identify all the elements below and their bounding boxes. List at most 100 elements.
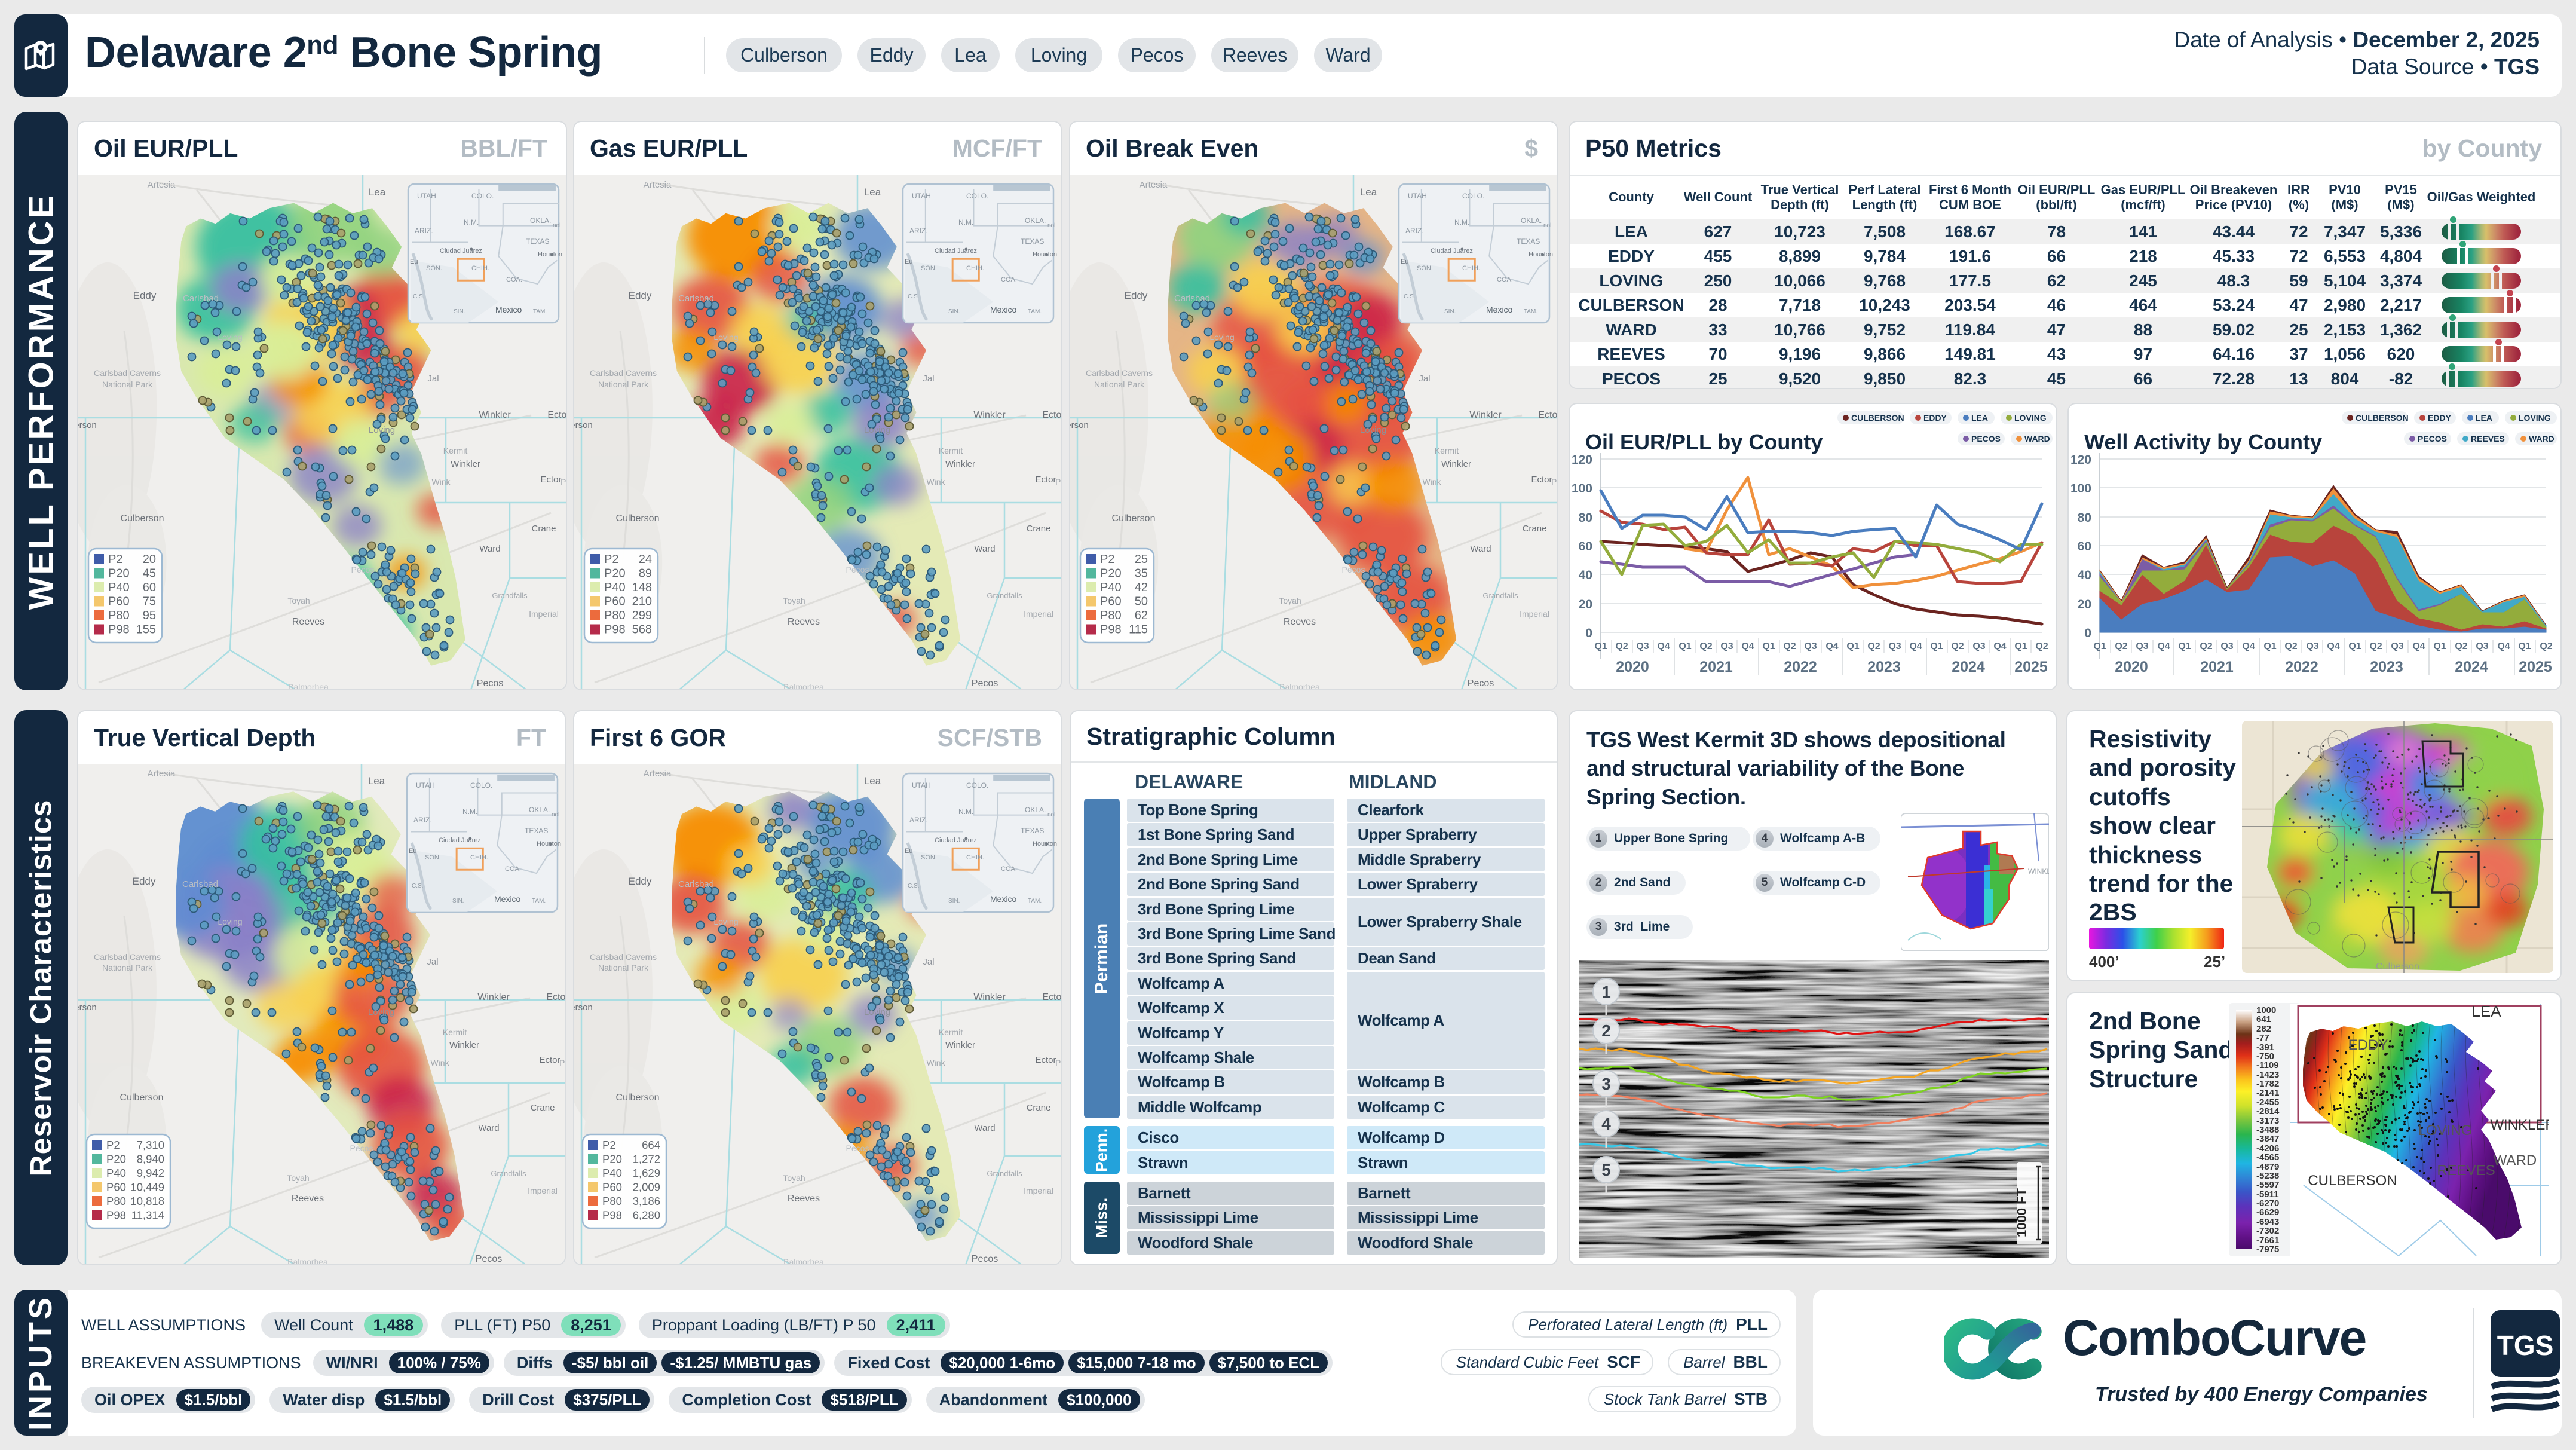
- svg-text:REEVES: REEVES: [2437, 1163, 2495, 1179]
- svg-text:P60: P60: [1100, 595, 1122, 608]
- svg-text:95: 95: [143, 609, 156, 622]
- svg-text:Loving: Loving: [218, 332, 242, 342]
- svg-text:Houston: Houston: [1033, 840, 1057, 848]
- svg-text:Crane: Crane: [1523, 524, 1547, 534]
- svg-text:5: 5: [1601, 1161, 1611, 1179]
- svg-text:Pecos: Pecos: [846, 565, 869, 574]
- svg-text:Ector: Ector: [540, 475, 561, 485]
- svg-text:10,818: 10,818: [130, 1195, 164, 1207]
- svg-text:Q2: Q2: [1951, 641, 1964, 651]
- svg-text:WARD: WARD: [2024, 434, 2050, 443]
- svg-text:Well Activity by County: Well Activity by County: [2084, 430, 2322, 454]
- svg-text:Q4: Q4: [1825, 641, 1838, 651]
- svg-text:3,186: 3,186: [633, 1195, 660, 1207]
- svg-text:25: 25: [1135, 553, 1148, 566]
- svg-text:PECOS: PECOS: [1971, 434, 2001, 443]
- svg-text:Toyah: Toyah: [783, 596, 805, 605]
- svg-text:National Park: National Park: [102, 963, 153, 972]
- svg-text:Loving: Loving: [864, 425, 890, 435]
- svg-text:Reeves: Reeves: [788, 617, 820, 627]
- svg-text:Artesia: Artesia: [644, 180, 672, 190]
- svg-text:COA.: COA.: [1497, 276, 1513, 283]
- svg-text:Q2: Q2: [2035, 641, 2048, 651]
- svg-text:ARIZ.: ARIZ.: [415, 227, 433, 235]
- svg-text:Ector: Ector: [1538, 410, 1558, 420]
- svg-text:Balmorhea: Balmorhea: [1279, 682, 1320, 690]
- svg-text:P20: P20: [602, 1153, 622, 1165]
- svg-text:Q2: Q2: [2115, 641, 2127, 651]
- svg-text:P40: P40: [604, 581, 626, 594]
- svg-text:Toyah: Toyah: [287, 1173, 309, 1183]
- svg-text:Eu: Eu: [409, 848, 416, 855]
- svg-text:Ciudad Juárez: Ciudad Juárez: [440, 247, 482, 255]
- svg-text:Loving: Loving: [218, 917, 242, 926]
- svg-text:Ciudad Juárez: Ciudad Juárez: [1431, 247, 1473, 255]
- svg-text:Q3: Q3: [1888, 641, 1901, 651]
- svg-text:299: 299: [632, 609, 652, 622]
- svg-text:UTAH: UTAH: [417, 192, 436, 200]
- svg-text:Grandfalls: Grandfalls: [987, 591, 1022, 600]
- svg-text:Culberson: Culberson: [616, 513, 660, 524]
- svg-text:LOVING: LOVING: [2014, 413, 2047, 423]
- svg-text:Q1: Q1: [2433, 641, 2446, 651]
- svg-text:Ward: Ward: [974, 1123, 995, 1133]
- svg-text:ARIZ.: ARIZ.: [1405, 227, 1424, 235]
- svg-text:20: 20: [143, 553, 156, 566]
- svg-text:Jal: Jal: [427, 374, 439, 384]
- svg-text:erson: erson: [574, 1002, 593, 1012]
- svg-text:Lea: Lea: [368, 775, 385, 787]
- svg-text:Pecos: Pecos: [350, 1143, 373, 1153]
- svg-text:N.M.: N.M.: [1454, 218, 1469, 227]
- svg-text:OKLA.: OKLA.: [1025, 216, 1046, 225]
- svg-text:Mexico: Mexico: [990, 305, 1017, 314]
- svg-text:National Park: National Park: [598, 963, 649, 972]
- svg-text:P2: P2: [106, 1139, 120, 1151]
- svg-text:Imperial: Imperial: [528, 1186, 558, 1195]
- svg-text:Q4: Q4: [1909, 641, 1922, 651]
- svg-text:Q2: Q2: [1783, 641, 1796, 651]
- svg-text:Q2: Q2: [2369, 641, 2382, 651]
- svg-text:TEXAS: TEXAS: [1517, 237, 1540, 246]
- svg-text:Ward: Ward: [1470, 544, 1491, 554]
- svg-text:0: 0: [1585, 626, 1592, 640]
- svg-text:SON.: SON.: [425, 854, 441, 861]
- svg-text:Kermit: Kermit: [1435, 446, 1459, 455]
- svg-text:CHIH.: CHIH.: [966, 854, 984, 861]
- svg-text:Pecos: Pecos: [972, 1254, 998, 1264]
- svg-text:Pecos: Pecos: [1468, 678, 1494, 689]
- svg-text:Kermit: Kermit: [443, 1027, 467, 1037]
- svg-text:CHIH.: CHIH.: [470, 854, 488, 861]
- svg-text:LOVING: LOVING: [2519, 413, 2551, 423]
- svg-text:CHIH.: CHIH.: [1462, 265, 1480, 272]
- svg-text:Carlsbad Caverns: Carlsbad Caverns: [590, 952, 657, 962]
- svg-text:Q2: Q2: [1699, 641, 1712, 651]
- svg-text:SIN.: SIN.: [948, 898, 960, 904]
- svg-text:Carlsbad Caverns: Carlsbad Caverns: [94, 952, 161, 962]
- svg-text:Ector: Ector: [1035, 475, 1056, 485]
- svg-text:P60: P60: [604, 595, 626, 608]
- svg-text:P98: P98: [604, 623, 626, 637]
- svg-text:Mexico: Mexico: [1486, 305, 1513, 314]
- svg-text:9,942: 9,942: [137, 1167, 164, 1179]
- svg-text:Jal: Jal: [427, 957, 438, 967]
- svg-text:Q4: Q4: [2412, 641, 2425, 651]
- svg-text:N.M.: N.M.: [462, 807, 477, 816]
- svg-text:Kermit: Kermit: [939, 1027, 963, 1037]
- svg-text:Culberson: Culberson: [120, 1093, 164, 1103]
- svg-text:Mexico: Mexico: [495, 305, 522, 314]
- svg-text:Loving: Loving: [1360, 425, 1386, 435]
- svg-text:Grandfalls: Grandfalls: [492, 591, 528, 600]
- svg-text:45: 45: [143, 567, 156, 580]
- svg-text:50: 50: [1135, 595, 1148, 608]
- svg-text:1,272: 1,272: [633, 1153, 660, 1165]
- svg-text:CULBERSON: CULBERSON: [2308, 1173, 2397, 1189]
- svg-text:Loving: Loving: [864, 1007, 890, 1017]
- svg-text:Q2: Q2: [2455, 641, 2467, 651]
- svg-text:Ector: Ector: [1042, 410, 1062, 420]
- svg-text:ARIZ.: ARIZ.: [909, 816, 928, 824]
- svg-text:Mexico: Mexico: [494, 894, 521, 904]
- svg-text:40: 40: [2078, 568, 2091, 582]
- svg-text:Houston: Houston: [538, 251, 562, 258]
- svg-text:P40: P40: [108, 581, 130, 594]
- svg-text:COLO.: COLO.: [470, 781, 492, 790]
